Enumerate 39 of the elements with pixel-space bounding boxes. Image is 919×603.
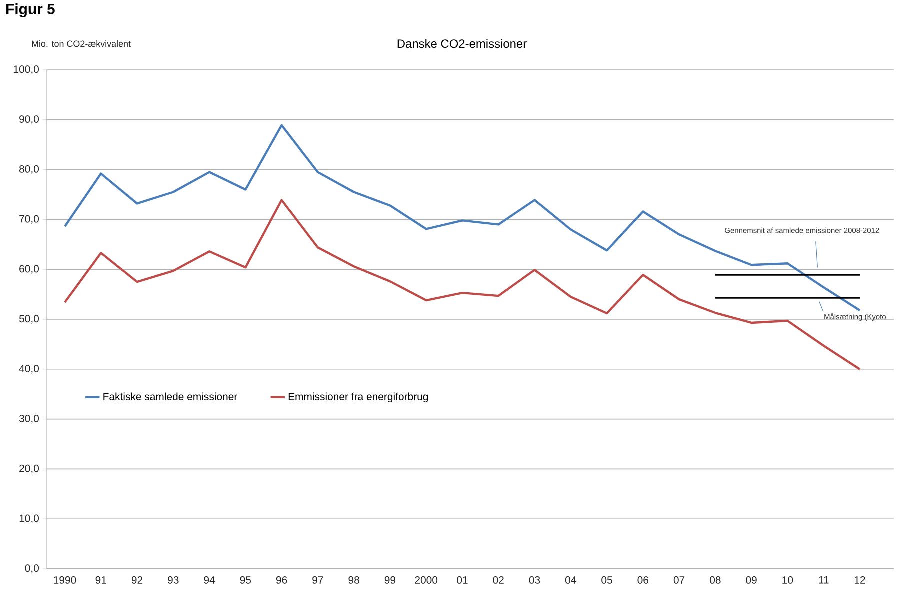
x-tick-label: 93 [168, 576, 179, 584]
legend-label: Emmissioner fra energiforbrug [288, 392, 428, 403]
y-tick-label: 90,0 [20, 116, 39, 124]
x-tick-label: 1990 [54, 576, 76, 584]
x-tick-label: 2000 [415, 576, 438, 584]
x-tick-label: 12 [854, 576, 866, 584]
x-tick-label: 07 [674, 576, 685, 584]
x-tick-label: 96 [276, 576, 288, 584]
y-tick-label: 30,0 [19, 414, 39, 424]
x-tick-label: 03 [529, 576, 540, 584]
y-tick-label: 70,0 [20, 215, 39, 224]
x-tick-label: 09 [746, 576, 757, 584]
x-tick-label: 99 [384, 576, 396, 584]
x-tick-label: 10 [782, 576, 794, 584]
x-tick-label: 91 [96, 576, 106, 584]
x-tick-label: 11 [819, 576, 829, 584]
x-tick-label: 04 [565, 576, 576, 584]
y-tick-label: 40,0 [19, 365, 39, 374]
y-tick-label: 100,0 [14, 66, 39, 74]
y-tick-label: 80,0 [20, 165, 39, 174]
legend-label: Faktiske samlede emissioner [104, 392, 238, 400]
x-tick-label: 97 [312, 576, 324, 584]
x-tick-label: 08 [710, 576, 721, 584]
y-tick-label: 0,0 [25, 564, 39, 574]
y-tick-label: 60,0 [20, 265, 39, 274]
x-tick-label: 01 [457, 576, 468, 584]
x-tick-label: 05 [602, 576, 612, 584]
x-tick-label: 02 [493, 576, 504, 584]
x-tick-label: 92 [132, 576, 143, 584]
y-tick-label: 50,0 [19, 315, 39, 324]
x-tick-label: 94 [204, 576, 216, 584]
y-tick-label: 10,0 [20, 514, 39, 524]
x-tick-label: 06 [638, 576, 649, 584]
text: Figur 5 [6, 4, 55, 18]
y-tick-label: 20,0 [20, 464, 39, 474]
y-axis-title: Mio. ton CO2-ækvivalent [32, 40, 131, 48]
x-tick-label: 95 [240, 576, 252, 584]
x-tick-label: 98 [348, 576, 360, 584]
chart-title: Danske CO2-emissioner [398, 39, 527, 48]
